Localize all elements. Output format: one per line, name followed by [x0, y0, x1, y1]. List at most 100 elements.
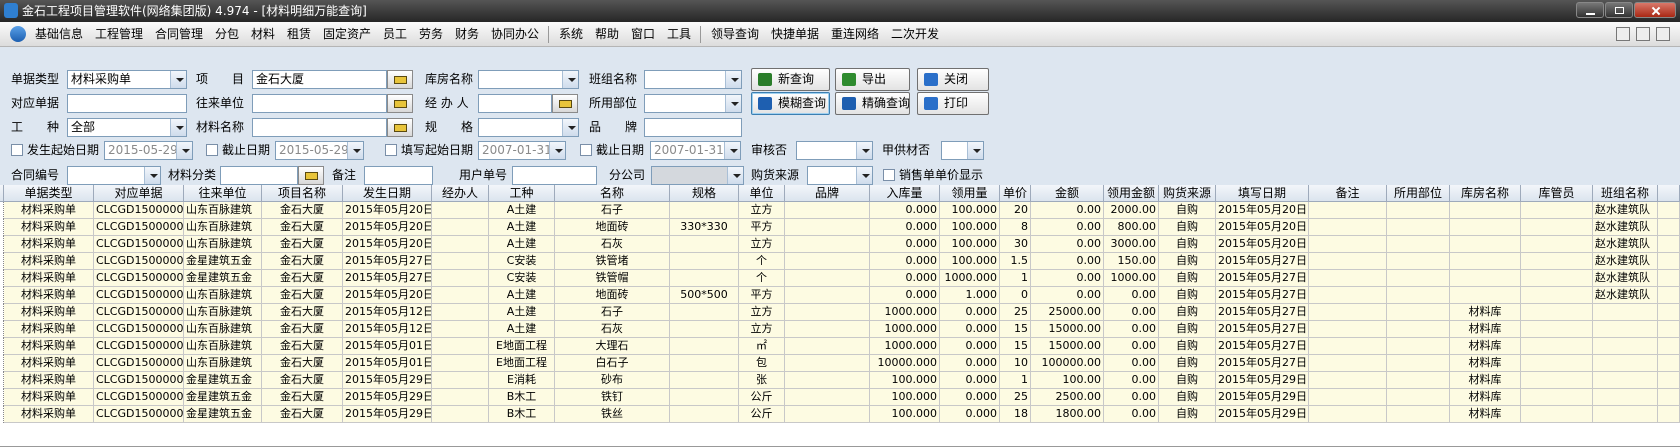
- table-row[interactable]: 材料采购单CLCGD150000005山东百脉建筑金石大厦2015年05月01日…: [0, 355, 1680, 372]
- close-button[interactable]: [1634, 2, 1676, 18]
- table-row[interactable]: 材料采购单CLCGD150000004山东百脉建筑金石大厦2015年05月12日…: [0, 321, 1680, 338]
- menu-item[interactable]: 基础信息: [34, 27, 83, 41]
- mdi-restore[interactable]: [1636, 27, 1650, 41]
- input-box[interactable]: [644, 94, 742, 113]
- table-row[interactable]: 材料采购单CLCGD150000001山东百脉建筑金石大厦2015年05月20日…: [0, 219, 1680, 236]
- table-row[interactable]: 材料采购单CLCGD150000005山东百脉建筑金石大厦2015年05月01日…: [0, 338, 1680, 355]
- table-row[interactable]: 材料采购单CLCGD150000004山东百脉建筑金石大厦2015年05月12日…: [0, 304, 1680, 321]
- input-box[interactable]: [478, 118, 579, 137]
- input-box[interactable]: [478, 94, 552, 113]
- table-row[interactable]: 材料采购单CLCGD150000002金星建筑五金金石大厦2015年05月27日…: [0, 253, 1680, 270]
- input-box[interactable]: 金石大厦: [252, 70, 387, 89]
- dropdown-arrow[interactable]: [347, 142, 363, 159]
- table-row[interactable]: 材料采购单CLCGD150000001山东百脉建筑金石大厦2015年05月20日…: [0, 236, 1680, 253]
- input-box[interactable]: 2007-01-31: [650, 141, 741, 160]
- input-box[interactable]: [67, 94, 187, 113]
- action-button[interactable]: 新查询: [751, 68, 830, 91]
- row-selector: [0, 287, 4, 304]
- checkbox[interactable]: [206, 144, 218, 156]
- menu-item[interactable]: 二次开发: [890, 27, 939, 41]
- dropdown-arrow[interactable]: [170, 119, 186, 136]
- menu-item[interactable]: 工具: [666, 27, 691, 41]
- dropdown-arrow[interactable]: [176, 142, 192, 159]
- menu-item[interactable]: 财务: [454, 27, 479, 41]
- menu-item[interactable]: 领导查询: [710, 27, 759, 41]
- dropdown-arrow[interactable]: [724, 142, 740, 159]
- input-box[interactable]: [796, 141, 873, 160]
- action-button[interactable]: 关闭: [917, 68, 989, 91]
- input-box[interactable]: [364, 166, 433, 185]
- dropdown-arrow[interactable]: [856, 142, 872, 159]
- menu-item[interactable]: 材料: [250, 27, 275, 41]
- checkbox[interactable]: [11, 144, 23, 156]
- input-box[interactable]: 2015-05-29: [104, 141, 193, 160]
- lookup-button[interactable]: [387, 118, 413, 137]
- table-cell: 100.00: [1031, 372, 1104, 389]
- table-row[interactable]: 材料采购单CLCGD150000006金星建筑五金金石大厦2015年05月29日…: [0, 372, 1680, 389]
- menu-item[interactable]: 分包: [214, 27, 239, 41]
- menu-item[interactable]: 合同管理: [154, 27, 203, 41]
- input-box[interactable]: [807, 166, 873, 185]
- table-row[interactable]: 材料采购单CLCGD150000001山东百脉建筑金石大厦2015年05月20日…: [0, 287, 1680, 304]
- input-box[interactable]: [512, 166, 597, 185]
- menu-item[interactable]: 租赁: [286, 27, 311, 41]
- table-cell: [785, 270, 870, 287]
- table-cell: 1000.000: [870, 338, 940, 355]
- menu-item[interactable]: 劳务: [418, 27, 443, 41]
- action-button[interactable]: 打印: [917, 92, 989, 115]
- checkbox[interactable]: [385, 144, 397, 156]
- dropdown-arrow[interactable]: [725, 95, 741, 112]
- dropdown-arrow[interactable]: [967, 142, 983, 159]
- restore-button[interactable]: [1605, 2, 1633, 18]
- checkbox[interactable]: [580, 144, 592, 156]
- input-box[interactable]: 2015-05-29: [275, 141, 364, 160]
- table-cell: [1387, 219, 1450, 236]
- menu-item[interactable]: 快捷单据: [770, 27, 819, 41]
- input-box[interactable]: [651, 166, 744, 185]
- checkbox[interactable]: [883, 169, 895, 181]
- input-box[interactable]: [644, 118, 742, 137]
- mdi-minimize[interactable]: [1616, 27, 1630, 41]
- input-box[interactable]: [67, 166, 161, 185]
- input-box[interactable]: [941, 141, 984, 160]
- input-box[interactable]: [252, 94, 387, 113]
- dropdown-arrow[interactable]: [727, 167, 743, 184]
- dropdown-arrow[interactable]: [170, 71, 186, 88]
- table-row[interactable]: 材料采购单CLCGD150000006金星建筑五金金石大厦2015年05月29日…: [0, 406, 1680, 423]
- lookup-button[interactable]: [298, 166, 324, 185]
- action-button[interactable]: 模糊查询: [751, 92, 830, 115]
- table-cell: 0.00: [1104, 304, 1159, 321]
- mdi-close[interactable]: [1656, 27, 1670, 41]
- menu-item[interactable]: 固定资产: [322, 27, 371, 41]
- lookup-button[interactable]: [387, 70, 413, 89]
- dropdown-arrow[interactable]: [562, 119, 578, 136]
- action-button[interactable]: 导出: [835, 68, 910, 91]
- table-cell: 材料采购单: [4, 287, 94, 304]
- menu-item[interactable]: 系统: [558, 27, 583, 41]
- input-box[interactable]: 2007-01-31: [478, 141, 566, 160]
- dropdown-arrow[interactable]: [144, 167, 160, 184]
- dropdown-arrow[interactable]: [562, 71, 578, 88]
- dropdown-arrow[interactable]: [725, 71, 741, 88]
- input-box[interactable]: [252, 118, 387, 137]
- input-box[interactable]: [220, 166, 298, 185]
- menu-item[interactable]: 员工: [382, 27, 407, 41]
- table-row[interactable]: 材料采购单CLCGD150000006金星建筑五金金石大厦2015年05月29日…: [0, 389, 1680, 406]
- lookup-button[interactable]: [387, 94, 413, 113]
- input-box[interactable]: 材料采购单: [67, 70, 187, 89]
- menu-item[interactable]: 工程管理: [94, 27, 143, 41]
- lookup-button[interactable]: [552, 94, 578, 113]
- table-row[interactable]: 材料采购单CLCGD150000002金星建筑五金金石大厦2015年05月27日…: [0, 270, 1680, 287]
- dropdown-arrow[interactable]: [549, 142, 565, 159]
- menu-item[interactable]: 窗口: [630, 27, 655, 41]
- menu-item[interactable]: 帮助: [594, 27, 619, 41]
- menu-item[interactable]: 协同办公: [490, 27, 539, 41]
- minimize-button[interactable]: [1576, 2, 1604, 18]
- table-row[interactable]: 材料采购单CLCGD150000001山东百脉建筑金石大厦2015年05月20日…: [0, 202, 1680, 219]
- input-box[interactable]: [644, 70, 742, 89]
- action-button[interactable]: 精确查询: [835, 92, 910, 115]
- input-box[interactable]: [478, 70, 579, 89]
- input-box[interactable]: 全部: [67, 118, 187, 137]
- dropdown-arrow[interactable]: [856, 167, 872, 184]
- menu-item[interactable]: 重连网络: [830, 27, 879, 41]
